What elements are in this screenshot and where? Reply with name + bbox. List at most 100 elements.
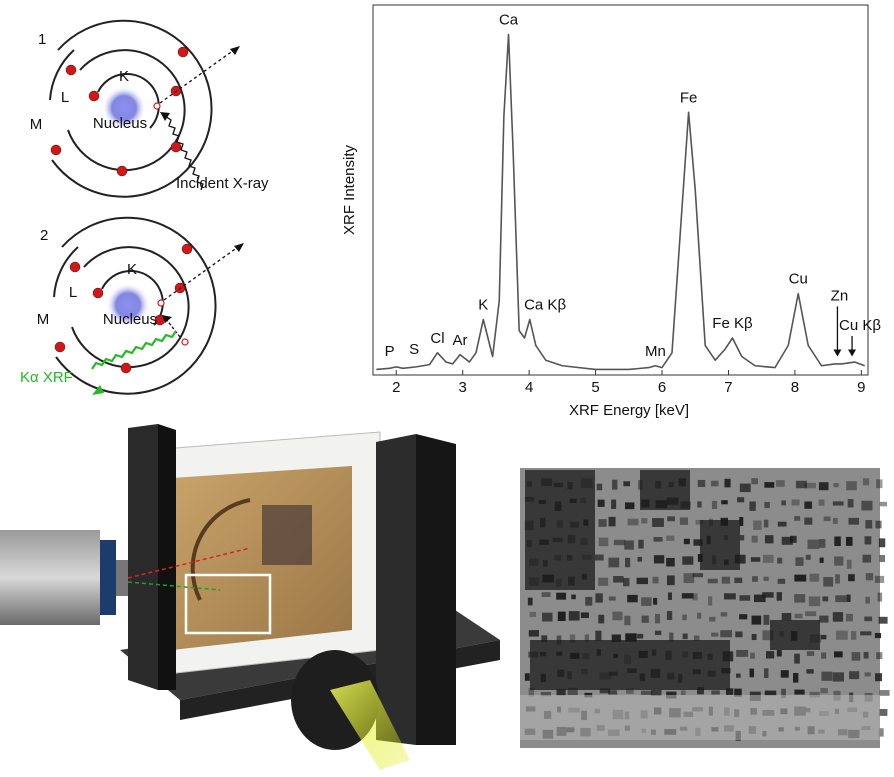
scan-glyph — [777, 592, 782, 601]
scan-glyph — [542, 613, 552, 622]
scan-glyph — [558, 612, 566, 621]
scan-dark-region — [770, 620, 820, 650]
pillar — [376, 434, 416, 745]
scan-glyph — [667, 575, 675, 585]
vacancy — [158, 300, 164, 306]
peak-label: Cu Kβ — [839, 317, 881, 334]
scan-glyph — [722, 577, 730, 584]
scan-glyph — [792, 499, 800, 505]
scan-glyph — [819, 539, 825, 548]
scan-glyph — [653, 598, 657, 605]
scan-glyph — [879, 538, 885, 547]
arrow-head — [230, 46, 240, 55]
scan-glyph — [625, 558, 630, 567]
scan-glyph — [875, 673, 882, 681]
scan-glyph — [752, 536, 758, 543]
peak-label: K — [478, 297, 488, 314]
scan-glyph — [697, 613, 701, 619]
scan-glyph — [819, 482, 829, 490]
scan-glyph — [693, 573, 703, 577]
scan-glyph — [712, 501, 717, 509]
scan-glyph — [765, 691, 777, 696]
peak-label: Zn — [831, 287, 849, 304]
scan-glyph — [875, 633, 881, 638]
scan-glyph — [653, 577, 659, 584]
scan-glyph — [595, 593, 602, 602]
scan-glyph — [848, 574, 855, 581]
peak-label: Ca — [499, 12, 519, 29]
peak-label: Mn — [645, 343, 666, 360]
scan-glyph — [721, 612, 728, 616]
shell-label: K — [119, 68, 129, 85]
scan-glyph — [806, 555, 811, 560]
xray-source-ring — [100, 540, 116, 615]
apparatus-illustration — [0, 424, 500, 770]
scan-glyph — [865, 597, 870, 604]
scan-glyph — [790, 536, 797, 543]
scan-glyph — [608, 558, 619, 568]
electron — [55, 342, 65, 352]
scan-glyph — [795, 557, 803, 566]
y-axis-label: XRF Intensity — [341, 144, 358, 235]
scan-glyph — [865, 520, 872, 528]
scan-glyph — [625, 502, 634, 509]
scan-glyph — [876, 521, 882, 529]
scan-glyph — [823, 577, 833, 586]
scan-glyph — [846, 614, 853, 621]
scan-glyph — [863, 555, 872, 563]
scan-glyph — [598, 615, 604, 624]
xrf-map-image — [520, 468, 890, 748]
scan-glyph — [637, 557, 642, 562]
scan-glyph — [654, 555, 664, 563]
scan-glyph — [861, 501, 872, 511]
scan-glyph — [682, 593, 694, 598]
x-tick-label: 2 — [392, 379, 400, 396]
scan-glyph — [542, 592, 551, 597]
scan-glyph — [684, 573, 695, 583]
scan-glyph — [860, 631, 871, 635]
scan-glyph — [865, 672, 871, 676]
electron — [121, 363, 131, 373]
ejected-electron-path — [160, 50, 234, 103]
electron — [51, 145, 61, 155]
scan-glyph — [708, 596, 712, 605]
scan-glyph — [794, 594, 805, 602]
scan-glyph — [804, 501, 812, 508]
scan-glyph — [751, 557, 760, 562]
scan-glyph — [652, 518, 664, 527]
ejected-electron-path — [164, 247, 238, 300]
scan-glyph — [777, 558, 782, 564]
scan-glyph — [569, 611, 580, 620]
scan-glyph — [864, 617, 872, 622]
scan-glyph — [809, 596, 820, 606]
scan-glyph — [777, 650, 782, 657]
scan-glyph — [781, 500, 786, 505]
electron — [66, 65, 76, 75]
scan-glyph — [709, 617, 715, 622]
scan-glyph — [847, 595, 851, 602]
scan-glyph — [852, 652, 861, 661]
scan-glyph — [819, 499, 825, 505]
scan-glyph — [821, 635, 827, 639]
scan-glyph — [721, 500, 728, 504]
peak-label: Cu — [789, 271, 808, 288]
scan-glyph — [641, 691, 652, 695]
scan-glyph — [529, 630, 539, 636]
scan-glyph — [864, 652, 869, 659]
scan-glyph — [681, 691, 686, 696]
scan-glyph — [655, 631, 661, 635]
scan-glyph — [833, 672, 844, 681]
panel-number: 1 — [38, 31, 46, 48]
shell-label: L — [69, 284, 77, 301]
scan-glyph — [666, 536, 674, 541]
scan-glyph — [668, 592, 672, 599]
scan-glyph — [736, 674, 741, 678]
scan-glyph — [836, 631, 848, 640]
vacancy — [154, 103, 160, 109]
scan-glyph — [624, 540, 634, 549]
shell-label: M — [30, 116, 43, 133]
scan-glyph — [682, 615, 687, 621]
scan-glyph — [846, 481, 857, 490]
x-tick-label: 8 — [791, 379, 799, 396]
atom-diagram: 2 K L M Nucleus Kα XRF — [20, 218, 244, 395]
